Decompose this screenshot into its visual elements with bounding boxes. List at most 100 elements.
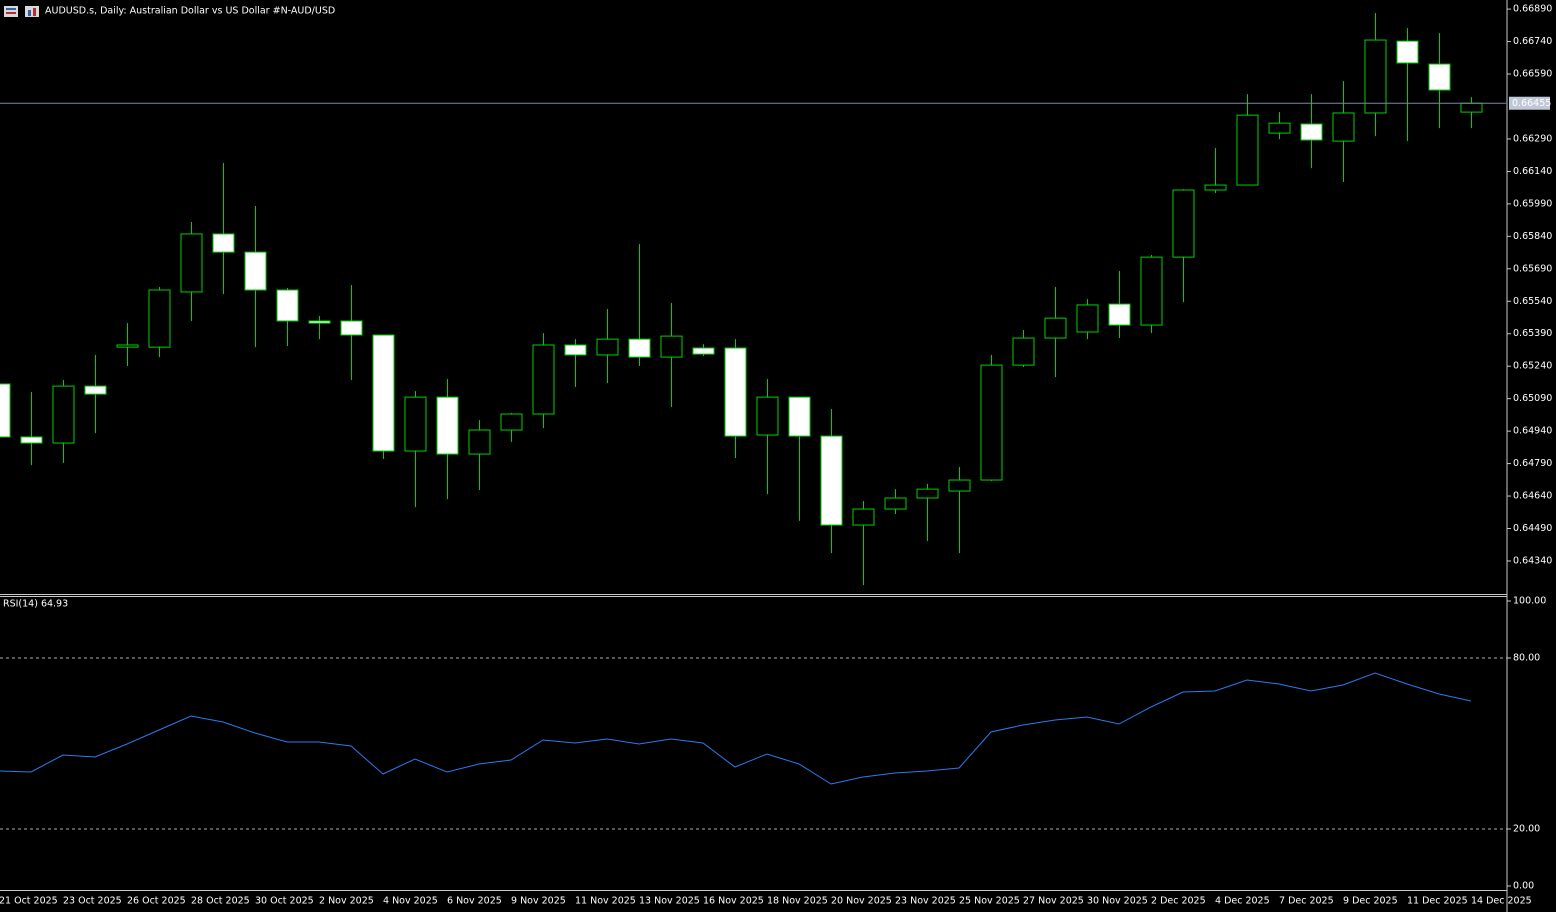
candle-body: [628, 338, 651, 358]
candle-body: [84, 385, 107, 395]
candle-body: [1012, 337, 1035, 366]
candle-body: [1204, 184, 1227, 191]
y-tick-label: 0.65090: [1513, 393, 1552, 404]
x-tick-label: 11 Dec 2025: [1407, 896, 1468, 907]
x-tick-label: 2 Dec 2025: [1151, 896, 1206, 907]
candle-body: [692, 347, 715, 355]
candle-body: [916, 488, 939, 499]
x-tick-label: 4 Dec 2025: [1215, 896, 1270, 907]
candle-body: [820, 435, 843, 526]
y-tick-label: 0.66890: [1513, 4, 1552, 15]
candle-body: [756, 396, 779, 436]
header-icons: [4, 6, 39, 17]
candle-body: [52, 385, 75, 444]
y-tick-label: 0.65390: [1513, 328, 1552, 339]
candle-body: [724, 347, 747, 437]
x-tick-label: 7 Dec 2025: [1279, 896, 1334, 907]
candle-body: [372, 334, 395, 452]
x-tick-label: 4 Nov 2025: [383, 896, 438, 907]
candle-body: [660, 335, 683, 358]
x-tick-label: 30 Oct 2025: [255, 896, 314, 907]
icon: [6, 8, 16, 10]
candle-body: [1044, 317, 1067, 339]
icon: [28, 10, 31, 16]
x-tick-label: 9 Dec 2025: [1343, 896, 1398, 907]
x-tick-label: 18 Nov 2025: [767, 896, 828, 907]
chart-title: AUDUSD.s, Daily: Australian Dollar vs US…: [45, 6, 335, 17]
price-label: 0.66455: [1512, 98, 1551, 109]
icon: [33, 8, 36, 16]
x-tick-label: 27 Nov 2025: [1023, 896, 1084, 907]
x-tick-label: 9 Nov 2025: [511, 896, 566, 907]
candle-body: [980, 364, 1003, 481]
candle-body: [308, 320, 331, 324]
icon: [6, 12, 16, 14]
candle-body: [948, 479, 971, 492]
x-tick-label: 2 Nov 2025: [319, 896, 374, 907]
candle-body: [180, 233, 203, 293]
y-tick-label: 0.64640: [1513, 491, 1552, 502]
x-tick-label: 6 Nov 2025: [447, 896, 502, 907]
candle-body: [340, 320, 363, 336]
y-tick-label: 0.65990: [1513, 198, 1552, 209]
candle-body: [1268, 122, 1291, 134]
candle-body: [1396, 40, 1419, 64]
candle-body: [404, 396, 427, 452]
y-tick-label: 0.66740: [1513, 36, 1552, 47]
icon: [4, 6, 18, 17]
candle-body: [1076, 304, 1099, 333]
y-tick-label: 0.64940: [1513, 426, 1552, 437]
x-tick-label: 21 Oct 2025: [0, 896, 58, 907]
x-tick-label: 28 Oct 2025: [191, 896, 250, 907]
x-tick-label: 20 Nov 2025: [831, 896, 892, 907]
candle-body: [20, 436, 43, 444]
y-tick-label: 0.64340: [1513, 555, 1552, 566]
y-tick-label: 0.66140: [1513, 166, 1552, 177]
candle-body: [852, 508, 875, 526]
candle-body: [1460, 102, 1483, 113]
x-tick-label: 13 Nov 2025: [639, 896, 700, 907]
x-tick-label: 30 Nov 2025: [1087, 896, 1148, 907]
candle-body: [0, 383, 11, 438]
y-tick-label: 20.00: [1513, 824, 1540, 835]
x-tick-label: 23 Nov 2025: [895, 896, 956, 907]
y-tick-label: 0.66590: [1513, 69, 1552, 80]
y-tick-label: 0.65690: [1513, 263, 1552, 274]
x-tick-label: 11 Nov 2025: [575, 896, 636, 907]
x-tick-label: 23 Oct 2025: [63, 896, 122, 907]
icon: [25, 6, 39, 17]
candle-body: [596, 338, 619, 356]
candle-body: [1172, 189, 1195, 258]
candle-body: [884, 497, 907, 510]
y-tick-label: 0.64490: [1513, 523, 1552, 534]
candle-body: [1428, 63, 1451, 91]
x-tick-label: 16 Nov 2025: [703, 896, 764, 907]
candle-body: [564, 344, 587, 356]
y-tick-label: 0.64790: [1513, 458, 1552, 469]
y-tick-label: 0.65540: [1513, 296, 1552, 307]
y-tick-label: 0.66290: [1513, 133, 1552, 144]
y-tick-label: 0.65240: [1513, 361, 1552, 372]
y-tick-label: 80.00: [1513, 653, 1540, 664]
candle-body: [148, 289, 171, 348]
candle-body: [1332, 112, 1355, 142]
candle-body: [468, 429, 491, 455]
candle-body: [1140, 256, 1163, 326]
candle-body: [212, 233, 235, 253]
indicator-title: RSI(14) 64.93: [3, 599, 68, 610]
candle-body: [500, 413, 523, 431]
candle-body: [436, 396, 459, 455]
y-tick-label: 0.00: [1513, 881, 1534, 892]
candle-body: [244, 251, 267, 291]
candle-body: [788, 396, 811, 437]
x-tick-label: 14 Dec 2025: [1471, 896, 1532, 907]
candle-body: [276, 289, 299, 322]
y-tick-label: 100.00: [1513, 596, 1546, 607]
candle-body: [116, 344, 139, 348]
candle-body: [1300, 123, 1323, 141]
candle-body: [1236, 114, 1259, 186]
candle-body: [1364, 39, 1387, 114]
rsi-line: [0, 672, 1472, 785]
